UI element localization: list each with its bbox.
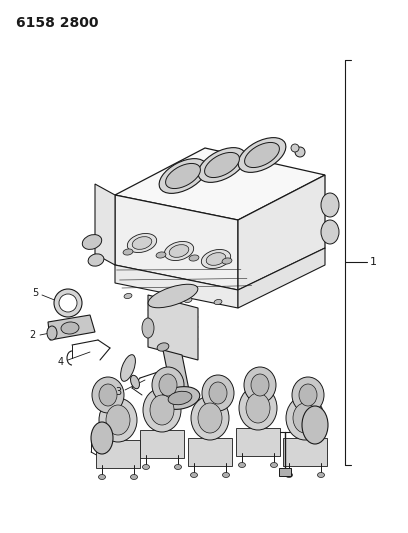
Ellipse shape xyxy=(124,294,132,298)
Text: 6158 2800: 6158 2800 xyxy=(16,16,98,30)
Polygon shape xyxy=(246,395,272,398)
Ellipse shape xyxy=(317,472,324,478)
Polygon shape xyxy=(198,403,230,408)
Circle shape xyxy=(54,289,82,317)
Polygon shape xyxy=(188,438,232,466)
Ellipse shape xyxy=(131,375,140,389)
Ellipse shape xyxy=(209,382,227,404)
Ellipse shape xyxy=(157,343,169,351)
Ellipse shape xyxy=(191,472,197,478)
Ellipse shape xyxy=(191,396,229,440)
Ellipse shape xyxy=(47,326,57,340)
Ellipse shape xyxy=(251,374,269,396)
Ellipse shape xyxy=(299,384,317,406)
Ellipse shape xyxy=(159,159,207,193)
Ellipse shape xyxy=(91,422,113,454)
Ellipse shape xyxy=(202,375,234,411)
Ellipse shape xyxy=(238,138,286,172)
Ellipse shape xyxy=(154,295,162,301)
Ellipse shape xyxy=(214,300,222,304)
Ellipse shape xyxy=(286,396,324,440)
Ellipse shape xyxy=(244,142,279,167)
Polygon shape xyxy=(238,175,325,290)
Ellipse shape xyxy=(293,403,317,433)
Polygon shape xyxy=(163,350,190,395)
Text: 3: 3 xyxy=(115,387,121,397)
Ellipse shape xyxy=(246,393,270,423)
Polygon shape xyxy=(238,248,325,308)
Ellipse shape xyxy=(127,233,157,253)
Ellipse shape xyxy=(222,258,232,264)
Text: 1: 1 xyxy=(370,257,377,267)
Ellipse shape xyxy=(152,367,184,403)
Ellipse shape xyxy=(286,472,293,478)
Ellipse shape xyxy=(143,388,181,432)
Ellipse shape xyxy=(156,252,166,258)
Ellipse shape xyxy=(142,318,154,338)
Ellipse shape xyxy=(61,322,79,334)
Ellipse shape xyxy=(159,374,177,396)
Polygon shape xyxy=(115,195,238,290)
Circle shape xyxy=(291,144,299,152)
Ellipse shape xyxy=(321,220,339,244)
Ellipse shape xyxy=(142,464,149,470)
Ellipse shape xyxy=(168,391,192,405)
Ellipse shape xyxy=(271,463,277,467)
Ellipse shape xyxy=(99,384,117,406)
Ellipse shape xyxy=(92,377,124,413)
Ellipse shape xyxy=(121,354,135,381)
Ellipse shape xyxy=(169,245,189,257)
Ellipse shape xyxy=(292,377,324,413)
Ellipse shape xyxy=(98,474,106,480)
Polygon shape xyxy=(283,438,327,466)
Text: 2: 2 xyxy=(30,330,36,340)
Ellipse shape xyxy=(164,241,194,261)
Ellipse shape xyxy=(166,164,200,189)
Ellipse shape xyxy=(222,472,229,478)
Ellipse shape xyxy=(198,148,246,182)
Polygon shape xyxy=(95,184,115,265)
Ellipse shape xyxy=(175,464,182,470)
Polygon shape xyxy=(115,265,238,308)
Ellipse shape xyxy=(160,386,200,409)
Ellipse shape xyxy=(201,249,231,269)
Polygon shape xyxy=(140,430,184,458)
Ellipse shape xyxy=(82,235,102,249)
Ellipse shape xyxy=(150,395,174,425)
Ellipse shape xyxy=(184,297,192,303)
Ellipse shape xyxy=(206,253,226,265)
Ellipse shape xyxy=(239,386,277,430)
Ellipse shape xyxy=(244,367,276,403)
Ellipse shape xyxy=(123,249,133,255)
Ellipse shape xyxy=(132,237,152,249)
FancyBboxPatch shape xyxy=(279,468,291,476)
Polygon shape xyxy=(150,395,180,400)
Circle shape xyxy=(59,294,77,312)
Ellipse shape xyxy=(302,406,328,444)
Ellipse shape xyxy=(148,284,198,308)
Polygon shape xyxy=(115,148,325,220)
Ellipse shape xyxy=(131,474,137,480)
Text: 5: 5 xyxy=(32,288,38,298)
Polygon shape xyxy=(48,315,95,340)
Ellipse shape xyxy=(198,403,222,433)
Ellipse shape xyxy=(321,193,339,217)
Polygon shape xyxy=(96,405,130,410)
Ellipse shape xyxy=(99,398,137,442)
Ellipse shape xyxy=(204,152,239,177)
Ellipse shape xyxy=(88,254,104,266)
Polygon shape xyxy=(148,295,198,360)
Ellipse shape xyxy=(189,255,199,261)
Polygon shape xyxy=(236,428,280,456)
Circle shape xyxy=(295,147,305,157)
Ellipse shape xyxy=(239,463,246,467)
Polygon shape xyxy=(96,440,140,468)
Ellipse shape xyxy=(106,405,130,435)
Text: 4: 4 xyxy=(58,357,64,367)
